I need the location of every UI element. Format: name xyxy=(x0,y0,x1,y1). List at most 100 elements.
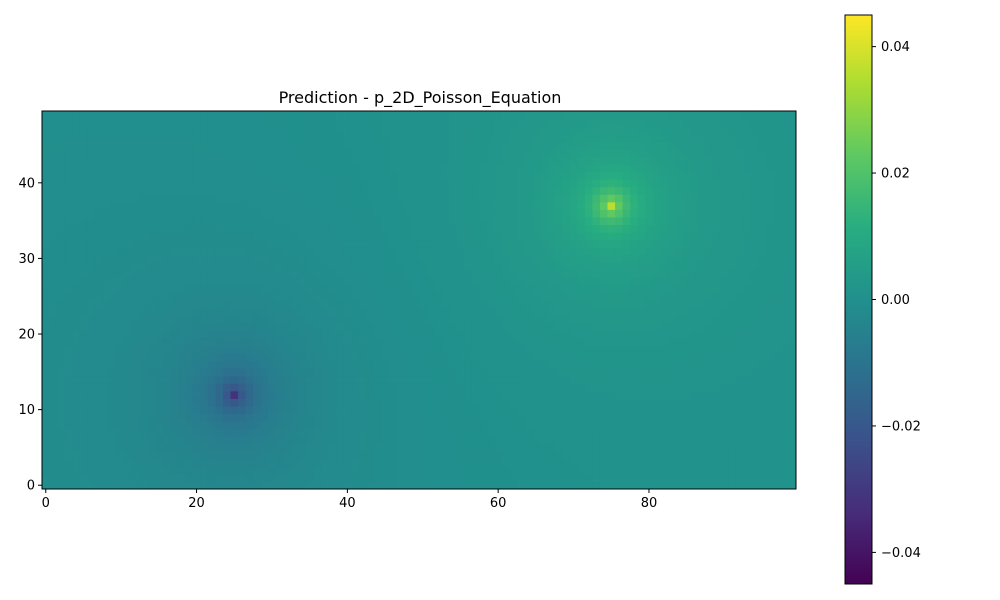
heatmap-cell xyxy=(720,405,729,414)
heatmap-cell xyxy=(667,224,676,233)
heatmap-cell xyxy=(192,322,201,331)
heatmap-cell xyxy=(79,148,88,157)
heatmap-cell xyxy=(486,262,495,271)
heatmap-cell xyxy=(411,247,420,256)
heatmap-cell xyxy=(140,231,149,241)
heatmap-cell xyxy=(615,171,624,180)
heatmap-cell xyxy=(494,428,503,437)
heatmap-cell xyxy=(275,368,284,377)
heatmap-cell xyxy=(200,451,209,460)
heatmap-cell xyxy=(207,179,217,188)
heatmap-cell xyxy=(313,368,322,377)
heatmap-cell xyxy=(351,231,360,241)
heatmap-cell xyxy=(328,398,337,407)
heatmap-cell xyxy=(305,352,315,362)
heatmap-cell xyxy=(268,428,277,437)
heatmap-cell xyxy=(238,247,247,256)
heatmap-cell xyxy=(592,337,601,346)
heatmap-cell xyxy=(645,337,654,346)
heatmap-cell xyxy=(441,231,450,241)
heatmap-cell xyxy=(728,269,737,278)
heatmap-cell xyxy=(743,390,752,399)
heatmap-cell xyxy=(592,179,601,188)
heatmap-cell xyxy=(155,345,164,354)
heatmap-cell xyxy=(667,194,676,203)
heatmap-cell xyxy=(750,398,759,407)
heatmap-cell xyxy=(162,436,171,445)
heatmap-cell xyxy=(780,118,790,127)
heatmap-cell xyxy=(230,307,239,316)
heatmap-cell xyxy=(509,330,518,339)
heatmap-cell xyxy=(177,413,186,422)
heatmap-cell xyxy=(313,451,322,460)
heatmap-cell xyxy=(290,473,299,483)
heatmap-cell xyxy=(49,262,58,271)
heatmap-cell xyxy=(290,458,299,467)
heatmap-cell xyxy=(162,337,171,346)
heatmap-cell xyxy=(124,368,134,377)
heatmap-cell xyxy=(667,186,676,195)
heatmap-cell xyxy=(788,473,796,483)
heatmap-cell xyxy=(290,284,299,294)
heatmap-cell xyxy=(94,330,103,339)
heatmap-cell xyxy=(162,300,171,309)
heatmap-cell xyxy=(290,398,299,407)
heatmap-cell xyxy=(630,118,639,127)
heatmap-cell xyxy=(728,141,737,150)
heatmap-cell xyxy=(509,239,518,248)
heatmap-cell xyxy=(72,352,81,362)
heatmap-cell xyxy=(434,148,443,157)
heatmap-cell xyxy=(532,473,541,483)
heatmap-cell xyxy=(690,315,699,324)
heatmap-cell xyxy=(351,398,360,407)
heatmap-cell xyxy=(351,345,360,354)
heatmap-cell xyxy=(554,337,563,346)
heatmap-cell xyxy=(87,231,96,241)
heatmap-cell xyxy=(690,284,699,294)
heatmap-cell xyxy=(328,254,337,263)
heatmap-cell xyxy=(599,458,609,467)
heatmap-cell xyxy=(215,231,224,241)
heatmap-cell xyxy=(147,118,156,127)
heatmap-cell xyxy=(140,141,149,150)
heatmap-cell xyxy=(328,368,337,377)
heatmap-cell xyxy=(532,458,541,467)
heatmap-cell xyxy=(735,360,744,369)
heatmap-cell xyxy=(64,171,73,180)
heatmap-cell xyxy=(509,163,518,173)
heatmap-cell xyxy=(275,216,284,225)
heatmap-cell xyxy=(328,360,337,369)
heatmap-cell xyxy=(373,111,382,120)
heatmap-cell xyxy=(547,269,556,278)
heatmap-cell xyxy=(366,277,375,286)
heatmap-cell xyxy=(366,390,375,399)
heatmap-cell xyxy=(230,111,239,120)
heatmap-cell xyxy=(192,413,201,422)
heatmap-cell xyxy=(449,368,458,377)
heatmap-cell xyxy=(94,194,103,203)
heatmap-cell xyxy=(57,126,66,135)
heatmap-cell xyxy=(697,413,707,422)
heatmap-cell xyxy=(200,247,209,256)
heatmap-cell xyxy=(275,473,284,483)
heatmap-cell xyxy=(630,156,639,165)
heatmap-cell xyxy=(275,466,284,475)
heatmap-cell xyxy=(373,216,382,225)
heatmap-cell xyxy=(200,375,209,384)
heatmap-cell xyxy=(630,216,639,225)
heatmap-cell xyxy=(238,337,247,346)
heatmap-cell xyxy=(479,413,488,422)
heatmap-cell xyxy=(275,118,284,127)
heatmap-cell xyxy=(192,466,201,475)
heatmap-cell xyxy=(124,262,134,271)
heatmap-cell xyxy=(615,322,624,331)
heatmap-cell xyxy=(268,118,277,127)
heatmap-cell xyxy=(403,141,413,150)
heatmap-cell xyxy=(366,111,375,120)
heatmap-cell xyxy=(57,186,66,195)
heatmap-cell xyxy=(449,300,458,309)
heatmap-cell xyxy=(132,315,141,324)
heatmap-cell xyxy=(260,443,269,452)
heatmap-cell xyxy=(215,436,224,445)
heatmap-cell xyxy=(599,428,609,437)
